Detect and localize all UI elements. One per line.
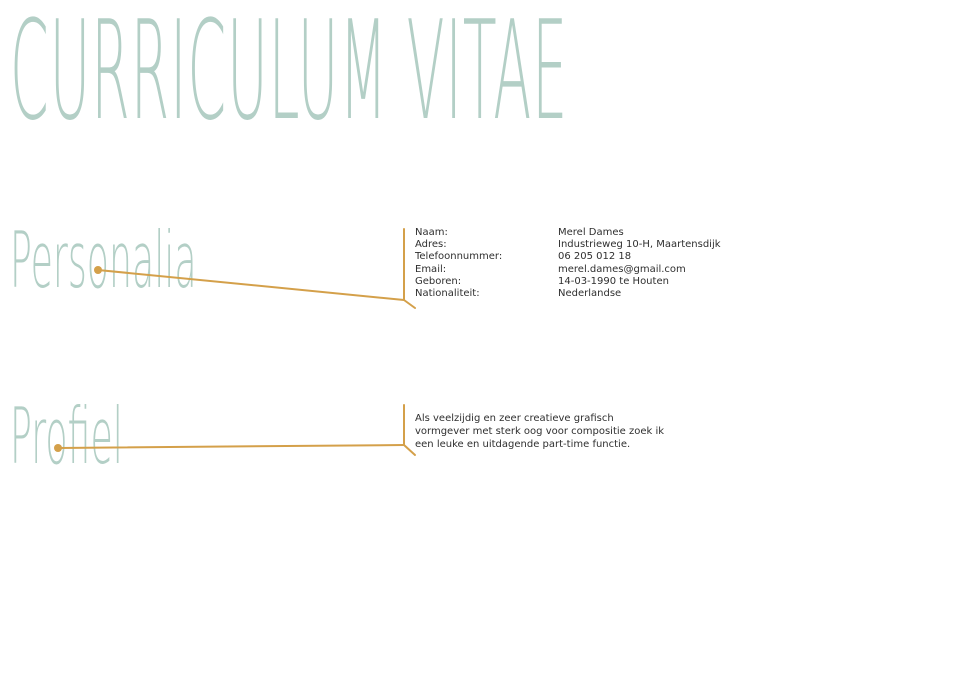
- connector-profiel-foot: [403, 444, 416, 456]
- personalia-row-naam: Naam: Merel Dames: [415, 227, 721, 239]
- connector-personalia-foot: [403, 299, 416, 309]
- personalia-value: 14-03-1990 te Houten: [558, 275, 669, 287]
- personalia-value: Merel Dames: [558, 227, 624, 238]
- personalia-details: Naam: Merel Dames Adres: Industrieweg 10…: [415, 227, 721, 300]
- personalia-row-telefoon: Telefoonnummer: 06 205 012 18: [415, 251, 721, 263]
- personalia-value: 06 205 012 18: [558, 251, 632, 263]
- personalia-label: Geboren:: [415, 275, 462, 287]
- personalia-value: merel.dames@gmail.com: [558, 263, 686, 275]
- profiel-text: Als veelzijdig en zeer creatieve grafisc…: [415, 413, 665, 450]
- section-heading-personalia: Personalia: [10, 214, 197, 306]
- personalia-row-adres: Adres: Industrieweg 10-H, Maartensdijk: [415, 239, 721, 251]
- personalia-label: Telefoonnummer:: [415, 251, 503, 263]
- personalia-value: Nederlandse: [558, 288, 622, 300]
- personalia-label: Email:: [415, 263, 447, 275]
- page-title: CURRICULUM VITAE: [10, 0, 569, 151]
- personalia-label: Adres:: [415, 239, 447, 251]
- personalia-label: Naam:: [415, 227, 448, 238]
- personalia-value: Industrieweg 10-H, Maartensdijk: [558, 239, 721, 251]
- personalia-row-geboren: Geboren: 14-03-1990 te Houten: [415, 276, 721, 288]
- personalia-row-nationaliteit: Nationaliteit: Nederlandse: [415, 288, 721, 300]
- personalia-row-email: Email: merel.dames@gmail.com: [415, 264, 721, 276]
- section-heading-profiel: Profiel: [10, 390, 123, 482]
- personalia-label: Nationaliteit:: [415, 288, 480, 300]
